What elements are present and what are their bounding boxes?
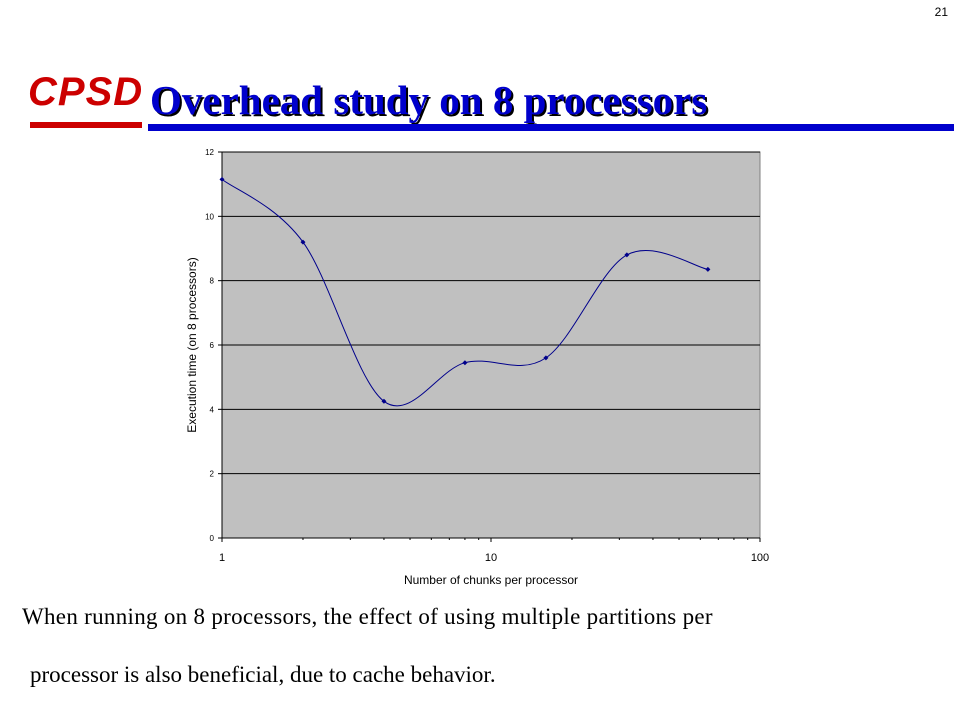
x-tick-label: 100	[751, 552, 769, 564]
caption-line-1: When running on 8 processors, the effect…	[22, 604, 713, 629]
page-number: 21	[934, 5, 948, 19]
title-underline	[148, 124, 954, 131]
y-axis-ticks: 0 2 4 6 8 10 12	[205, 148, 222, 543]
logo-underline	[30, 122, 142, 128]
cpsd-logo: CPSD	[28, 70, 144, 114]
y-tick-label: 2	[210, 470, 215, 479]
y-tick-label: 6	[210, 341, 215, 350]
y-tick-label: 8	[210, 277, 215, 286]
gridlines	[222, 151, 760, 475]
data-point	[462, 360, 468, 366]
x-tick-label: 10	[485, 552, 497, 564]
y-tick-label: 12	[205, 148, 214, 157]
caption-line-2: processor is also beneficial, due to cac…	[30, 662, 496, 687]
x-axis-label: Number of chunks per processor	[404, 573, 578, 587]
data-point	[543, 355, 549, 361]
y-tick-label: 4	[210, 405, 215, 414]
data-point	[705, 266, 711, 272]
y-axis-label: Execution time (on 8 processors)	[185, 257, 199, 432]
y-tick-label: 10	[205, 212, 214, 221]
data-point	[300, 239, 306, 245]
x-axis-ticks: 1 10 100	[219, 538, 769, 564]
data-point	[381, 398, 387, 404]
data-point	[624, 252, 630, 258]
slide-title: Overhead study on 8 processors	[150, 77, 708, 123]
y-tick-label: 0	[210, 534, 215, 543]
series-points	[219, 176, 711, 404]
data-point	[219, 176, 225, 182]
x-tick-label: 1	[219, 552, 225, 564]
line-chart: 0 2 4 6 8 10 12 1 10 100 Number of chunks per pr…	[185, 148, 769, 587]
